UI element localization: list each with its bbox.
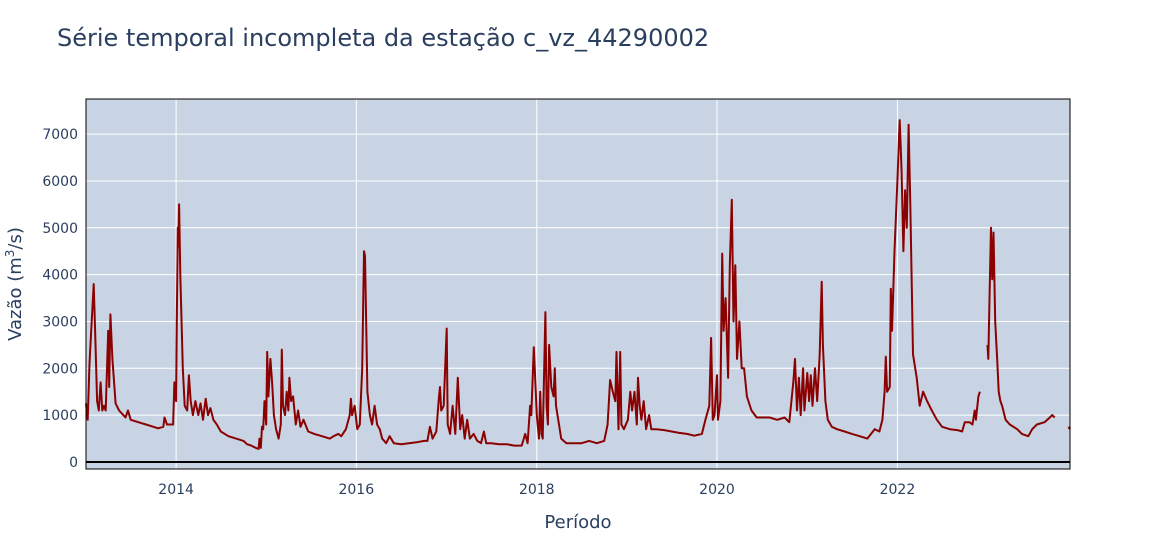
x-tick-label: 2020 [699, 482, 735, 498]
y-tick-label: 1000 [42, 408, 78, 424]
x-tick-label: 2014 [158, 482, 194, 498]
y-tick-label: 7000 [42, 127, 78, 143]
x-tick-label: 2022 [880, 482, 916, 498]
y-axis-title: Vazão (m3/s) [3, 227, 26, 341]
chart-title: Série temporal incompleta da estação c_v… [57, 24, 710, 52]
y-tick-labels: 0 1000 2000 3000 4000 5000 6000 7000 [42, 127, 78, 471]
series-line-segment [85, 119, 981, 450]
y-tick-label: 4000 [42, 268, 78, 284]
y-axis-title-end: /s) [5, 227, 26, 249]
series-line-segment [986, 226, 1056, 438]
y-axis-title-sup: 3 [3, 250, 17, 258]
x-tick-labels: 2014 2016 2018 2020 2022 [158, 482, 915, 498]
plot-frame [85, 98, 1071, 470]
y-tick-label: 2000 [42, 361, 78, 377]
y-tick-label: 5000 [42, 221, 78, 237]
x-tick-label: 2016 [338, 482, 374, 498]
y-axis-title-main: Vazão (m [5, 257, 26, 341]
y-tick-label: 6000 [42, 174, 78, 190]
plot-area [86, 99, 1070, 469]
y-tick-label: 3000 [42, 314, 78, 330]
x-tick-label: 2018 [519, 482, 555, 498]
x-axis-title: Período [544, 512, 611, 533]
y-tick-label: 0 [69, 455, 78, 471]
